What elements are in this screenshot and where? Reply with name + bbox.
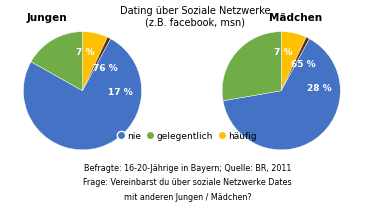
- Text: Jungen: Jungen: [26, 13, 67, 23]
- Text: Dating über Soziale Netzwerke
(z.B. facebook, msn): Dating über Soziale Netzwerke (z.B. face…: [120, 6, 270, 28]
- Wedge shape: [223, 39, 340, 150]
- Text: 7 %: 7 %: [76, 48, 94, 57]
- Wedge shape: [281, 37, 309, 91]
- Text: 76 %: 76 %: [93, 64, 118, 73]
- Text: 65 %: 65 %: [291, 60, 316, 69]
- Text: Mädchen: Mädchen: [269, 13, 322, 23]
- Wedge shape: [82, 37, 111, 91]
- Text: 17 %: 17 %: [108, 88, 133, 97]
- Wedge shape: [82, 32, 107, 91]
- Text: mit anderen Jungen / Mädchen?: mit anderen Jungen / Mädchen?: [124, 193, 251, 202]
- Wedge shape: [23, 39, 142, 150]
- Text: 7 %: 7 %: [274, 48, 293, 57]
- Legend: nie, gelegentlich, häufig: nie, gelegentlich, häufig: [115, 128, 260, 144]
- Text: 28 %: 28 %: [307, 84, 332, 93]
- Text: Befragte: 16-20-Jährige in Bayern; Quelle: BR, 2011: Befragte: 16-20-Jährige in Bayern; Quell…: [84, 164, 291, 173]
- Wedge shape: [281, 32, 306, 91]
- Wedge shape: [222, 32, 281, 101]
- Text: Frage: Vereinbarst du über soziale Netzwerke Dates: Frage: Vereinbarst du über soziale Netzw…: [83, 178, 292, 187]
- Wedge shape: [31, 32, 82, 91]
